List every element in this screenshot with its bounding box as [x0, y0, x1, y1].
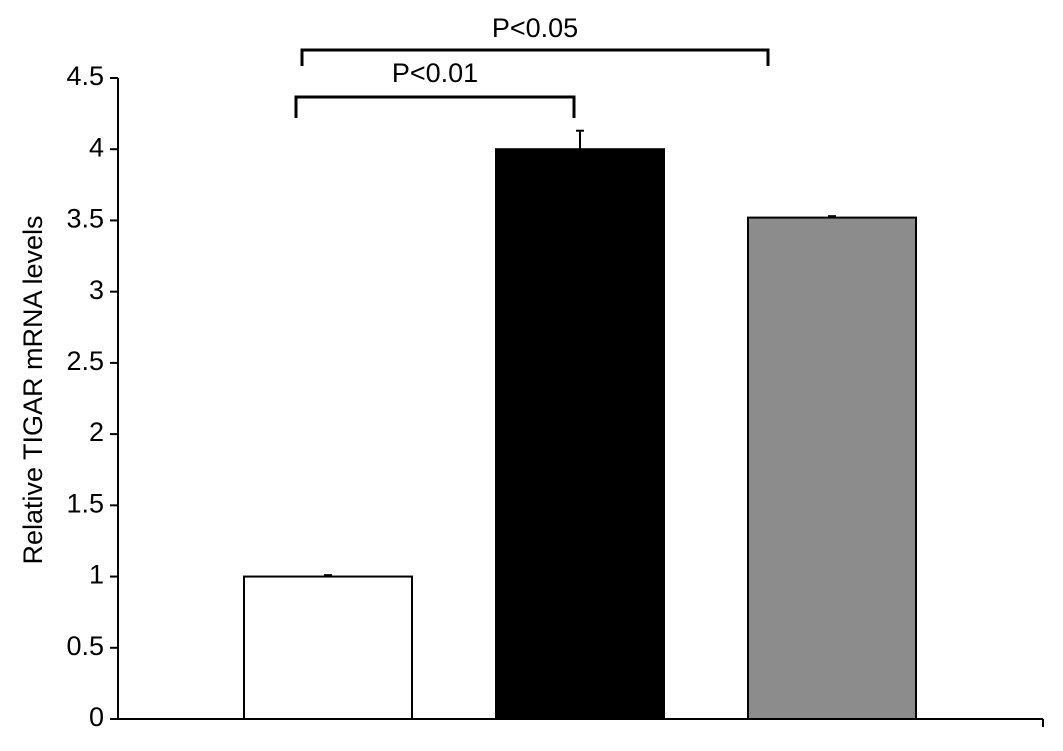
y-tick-label: 4 — [89, 132, 104, 162]
significance-bracket — [294, 95, 576, 118]
significance-bracket — [300, 48, 770, 66]
y-tick-label: 3 — [89, 275, 104, 305]
annotation: P<0.05 — [492, 13, 578, 43]
error-bar — [576, 129, 584, 150]
y-tick-label: 1 — [89, 560, 104, 590]
y-tick-label: 2.5 — [66, 346, 104, 376]
y-tick-label: 2 — [89, 417, 104, 447]
bar — [243, 575, 413, 720]
y-tick-label: 3.5 — [66, 204, 104, 234]
annotation: P<0.01 — [392, 58, 478, 88]
y-tick-label: 0.5 — [66, 631, 104, 661]
bar — [495, 148, 665, 720]
y-axis-label: Relative TIGAR mRNA levels — [18, 215, 48, 564]
error-bar — [828, 215, 836, 218]
error-bar — [324, 574, 332, 577]
y-tick-label: 0 — [89, 702, 104, 732]
y-tick-label: 1.5 — [66, 488, 104, 518]
y-tick-label: 4.5 — [66, 61, 104, 91]
bar — [747, 216, 917, 720]
